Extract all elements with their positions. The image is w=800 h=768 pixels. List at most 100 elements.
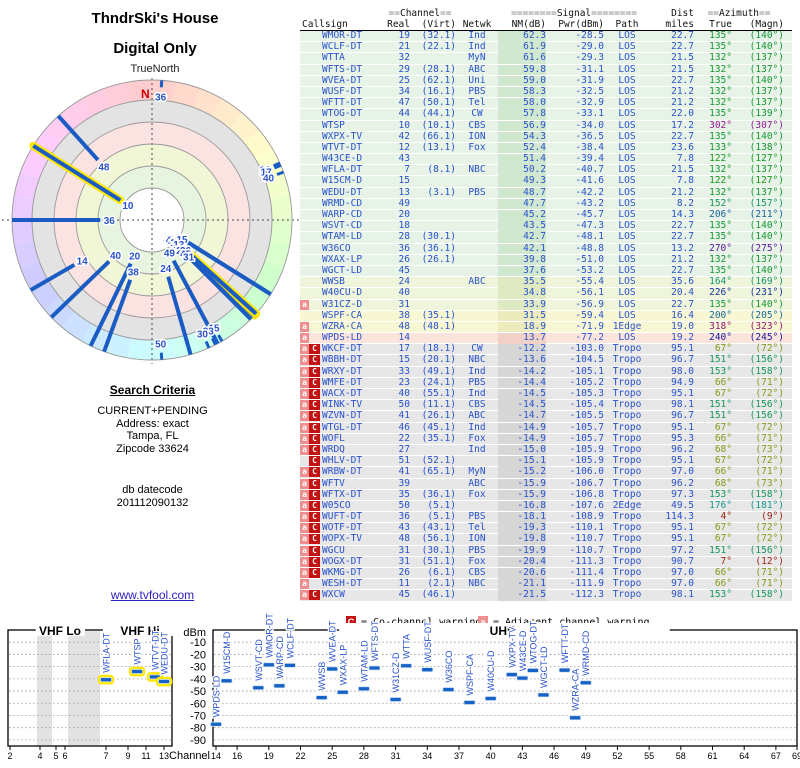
svg-text:47: 47 xyxy=(167,234,179,245)
svg-text:17: 17 xyxy=(261,168,273,179)
table-row: a C WOFL 22 (35.1) Fox -14.9 -105.7 Tropo 95.3 66°… xyxy=(300,433,792,445)
table-row: a C WKCF-DT 17 (18.1) CW -12.2 -103.0 Tropo 95.1 6… xyxy=(300,344,792,356)
svg-text:43: 43 xyxy=(175,234,187,245)
svg-text:42: 42 xyxy=(168,238,180,249)
station-table-rows: aCWMOR-DT19(32.1)Ind62.3-28.5LOS22.7135°… xyxy=(300,30,792,602)
table-row: a C W05CO 50 (5.1) -16.8 -107.6 2Edge 49.5 176° (1… xyxy=(300,500,792,513)
svg-text:N: N xyxy=(141,87,150,101)
svg-text:-30: -30 xyxy=(190,662,206,674)
svg-text:40: 40 xyxy=(263,174,275,185)
svg-text:14: 14 xyxy=(77,256,89,267)
svg-text:24: 24 xyxy=(160,264,172,275)
svg-text:64: 64 xyxy=(739,751,749,761)
svg-text:49: 49 xyxy=(581,751,591,761)
svg-text:WMOR-DT: WMOR-DT xyxy=(264,613,274,658)
table-row: aCWEDU-DT13(3.1)PBS48.7-42.2LOS21.2132°(… xyxy=(300,187,792,199)
svg-text:28: 28 xyxy=(359,751,369,761)
svg-text:33: 33 xyxy=(203,326,215,337)
svg-text:16: 16 xyxy=(232,751,242,761)
svg-text:30: 30 xyxy=(197,329,209,340)
svg-text:34: 34 xyxy=(167,234,179,245)
table-row: a C WXCW 45 (46.1) -21.5 -112.3 Tropo 98.1 153° (1… xyxy=(300,590,792,602)
svg-text:6: 6 xyxy=(62,751,67,761)
search-criteria-line: CURRENT+PENDING xyxy=(97,405,208,417)
svg-text:-80: -80 xyxy=(190,723,206,735)
svg-text:-60: -60 xyxy=(190,698,206,710)
svg-text:-70: -70 xyxy=(190,710,206,722)
svg-text:WZRA-CA: WZRA-CA xyxy=(571,669,581,711)
svg-text:WCLF-DT: WCLF-DT xyxy=(285,617,295,658)
tvfool-link[interactable]: www.tvfool.com xyxy=(110,588,195,602)
svg-text:45: 45 xyxy=(180,250,192,261)
svg-text:WSVT-CD: WSVT-CD xyxy=(254,639,264,681)
svg-text:44: 44 xyxy=(166,235,178,246)
table-row: a C WZVN-DT 41 (26.1) ABC -14.7 -105.5 Tropo 96.7… xyxy=(300,411,792,423)
svg-text:31: 31 xyxy=(183,253,195,264)
svg-text:55: 55 xyxy=(644,751,654,761)
table-row: a C WBBH-DT 15 (20.1) NBC -13.6 -104.5 Tropo 96.7… xyxy=(300,355,792,367)
svg-text:26: 26 xyxy=(180,246,192,257)
svg-text:22: 22 xyxy=(296,751,306,761)
svg-text:W31CZ-D: W31CZ-D xyxy=(391,652,401,692)
db-datecode-label: db datecode xyxy=(122,484,183,496)
svg-text:69: 69 xyxy=(792,751,800,761)
table-row: aCWTOG-DT44(44.1)CW57.8-33.1LOS22.0135°(… xyxy=(300,109,792,121)
table-header-groups: ==Channel== ========Signal======== Dist … xyxy=(388,8,771,19)
svg-text:W15CM-D: W15CM-D xyxy=(222,631,232,673)
table-row: a C WTGL-DT 46 (45.1) Ind -14.9 -105.7 Tropo 95.1… xyxy=(300,422,792,434)
table-row: aCWXPX-TV42(66.1)ION54.3-36.5LOS22.7135°… xyxy=(300,131,792,143)
svg-text:VHF Hi: VHF Hi xyxy=(120,624,159,638)
table-row: a C WFTX-DT 35 (36.1) Fox -15.9 -106.8 Tropo 97.3… xyxy=(300,489,792,501)
svg-text:15: 15 xyxy=(208,323,220,334)
svg-text:WXAX-LP: WXAX-LP xyxy=(338,645,348,686)
svg-text:W36CO: W36CO xyxy=(444,651,454,683)
table-row: aCWFTS-DT29(28.1)ABC59.8-31.1LOS21.5132°… xyxy=(300,64,792,76)
table-row: a C WRBW-DT 41 (65.1) MyN -15.2 -106.0 Tropo 97.0… xyxy=(300,467,792,479)
svg-text:WPDS-LD: WPDS-LD xyxy=(212,675,222,717)
svg-text:WXPX-TV: WXPX-TV xyxy=(507,627,517,668)
svg-text:WUSF-DT: WUSF-DT xyxy=(423,621,433,663)
svg-text:11: 11 xyxy=(141,751,150,761)
svg-text:W40CU-D: W40CU-D xyxy=(486,650,496,692)
svg-text:-10: -10 xyxy=(190,637,206,649)
svg-text:34: 34 xyxy=(422,751,432,761)
svg-text:36: 36 xyxy=(155,92,167,103)
svg-text:61: 61 xyxy=(708,751,718,761)
table-row: aCWTSP10(10.1)CBS56.9-34.0LOS17.2302°(30… xyxy=(300,120,792,132)
svg-text:WTAM-LD: WTAM-LD xyxy=(359,640,369,682)
svg-text:46: 46 xyxy=(549,751,559,761)
report-subtitle: Digital Only xyxy=(113,40,197,57)
table-row: aCWSPF-CA38(35.1)31.5-59.4LOS16.4200°(20… xyxy=(300,310,792,322)
svg-text:15: 15 xyxy=(177,235,189,246)
svg-text:WSPF-CA: WSPF-CA xyxy=(465,654,475,696)
svg-text:43: 43 xyxy=(517,751,527,761)
search-criteria-line: Address: exact xyxy=(116,417,189,430)
table-row: aCWESH-DT11(2.1)NBC-21.1-111.9Tropo97.06… xyxy=(300,579,792,591)
table-row: a C WOTF-DT 43 (43.1) Tel -19.3 -110.1 Tropo 95.1… xyxy=(300,523,792,535)
station-table: ==Channel== ========Signal======== Dist … xyxy=(300,8,792,602)
svg-text:20: 20 xyxy=(129,252,141,263)
svg-text:4: 4 xyxy=(37,751,42,761)
svg-text:-20: -20 xyxy=(190,649,206,661)
svg-text:14: 14 xyxy=(211,751,221,761)
svg-text:Channel: Channel xyxy=(169,750,210,762)
svg-text:13: 13 xyxy=(173,240,185,251)
svg-text:= Adjacent channel warning: = Adjacent channel warning xyxy=(493,617,650,628)
svg-text:WEDU-DT: WEDU-DT xyxy=(160,632,170,675)
table-row: a C WACX-DT 40 (55.1) Ind -14.5 -105.3 Tropo 95.1… xyxy=(300,388,792,401)
table-row: aCWTAM-LD28(30.1)42.7-48.1LOS22.7135°(14… xyxy=(300,232,792,244)
svg-text:58: 58 xyxy=(676,751,686,761)
table-row: a C WFTV 39 ABC -15.9 -106.7 Tropo 96.2 68° (73°) xyxy=(300,478,792,490)
svg-text:WTTA: WTTA xyxy=(402,634,412,659)
table-row: a C WOGX-DT 31 (51.1) Fox -20.4 -111.3 Tropo 90.7… xyxy=(300,556,792,568)
svg-text:WWSB: WWSB xyxy=(317,662,327,691)
svg-text:36: 36 xyxy=(104,216,116,227)
